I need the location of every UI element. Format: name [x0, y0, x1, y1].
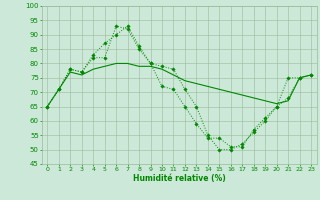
X-axis label: Humidité relative (%): Humidité relative (%) — [133, 174, 226, 183]
